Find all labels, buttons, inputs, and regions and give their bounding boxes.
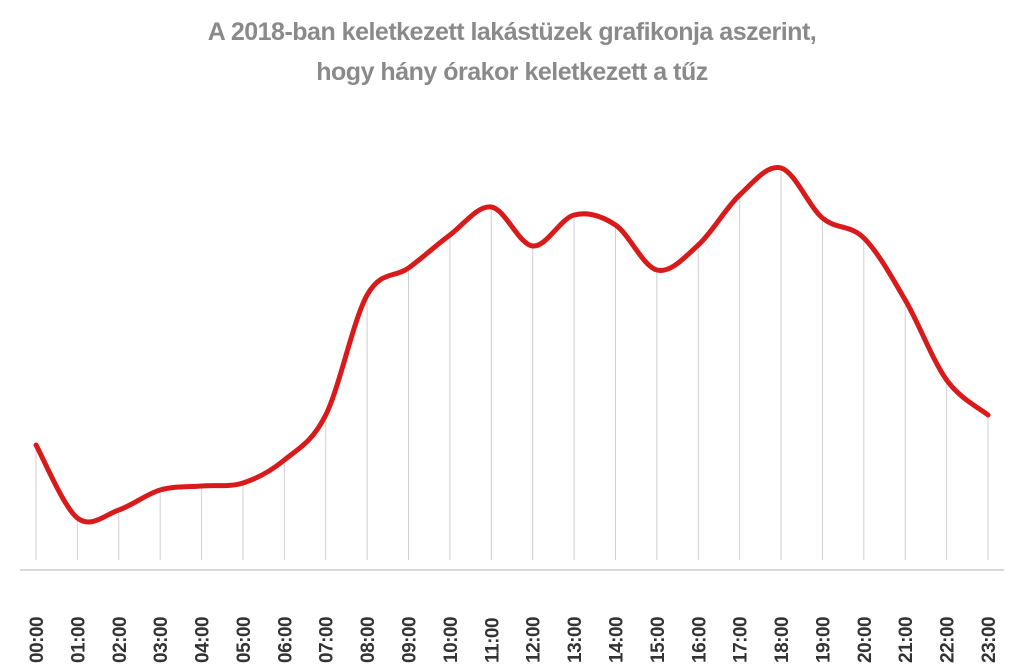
chart-title: hogy hány órakor keletkezett a tűz [316, 58, 707, 86]
x-tick-label: 09:00 [400, 617, 421, 663]
x-tick-label: 20:00 [855, 617, 876, 663]
x-tick-label: 19:00 [813, 617, 834, 663]
x-tick-label: 21:00 [896, 617, 917, 663]
x-tick-label: 03:00 [151, 617, 172, 663]
x-tick-label: 07:00 [317, 617, 338, 663]
x-tick-label: 23:00 [979, 617, 1000, 663]
x-tick-label: 12:00 [524, 617, 545, 663]
x-tick-label: 04:00 [193, 617, 214, 663]
line [33, 165, 991, 525]
x-tick-label: 13:00 [565, 617, 586, 663]
x-tick-label: 08:00 [358, 617, 379, 663]
x-tick-label: 17:00 [731, 617, 752, 663]
x-tick-label: 11:00 [482, 618, 503, 663]
x-tick-label: 22:00 [938, 617, 959, 663]
chart-title: A 2018-ban keletkezett lakástüzek grafik… [208, 18, 816, 46]
x-tick-label: 01:00 [68, 617, 89, 663]
x-tick-label: 16:00 [689, 617, 710, 663]
x-tick-label: 10:00 [441, 617, 462, 663]
x-tick-label: 14:00 [606, 617, 627, 663]
x-tick-label: 02:00 [110, 617, 131, 663]
x-tick-label: 15:00 [648, 617, 669, 663]
x-tick-label: 05:00 [234, 617, 255, 663]
x-tick-label: 18:00 [772, 617, 793, 663]
x-tick-label: 06:00 [275, 617, 296, 663]
x-tick-label: 00:00 [27, 617, 48, 663]
